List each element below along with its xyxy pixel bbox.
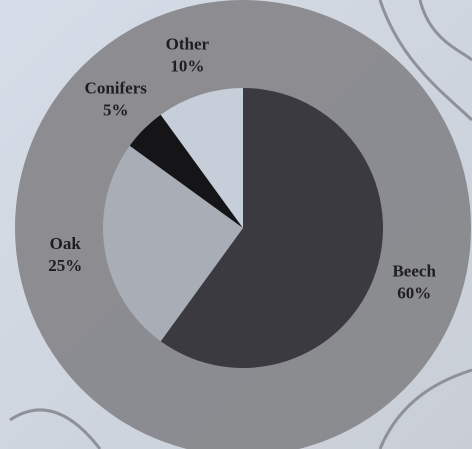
slice-value-label: 25%: [48, 256, 82, 275]
pie-slice: [129, 114, 243, 228]
slice-value-label: 5%: [103, 101, 129, 120]
pie-slice: [103, 145, 243, 342]
slice-label: Other: [166, 35, 210, 54]
slice-value-label: 10%: [170, 57, 204, 76]
slice-value-label: 60%: [397, 284, 431, 303]
pie-slice: [160, 88, 383, 369]
slice-label: Beech: [392, 262, 436, 281]
pie-slice: [160, 88, 243, 228]
slice-label: Oak: [50, 234, 82, 253]
tree-branches: [9, 0, 472, 449]
slice-label: Conifers: [85, 79, 148, 98]
